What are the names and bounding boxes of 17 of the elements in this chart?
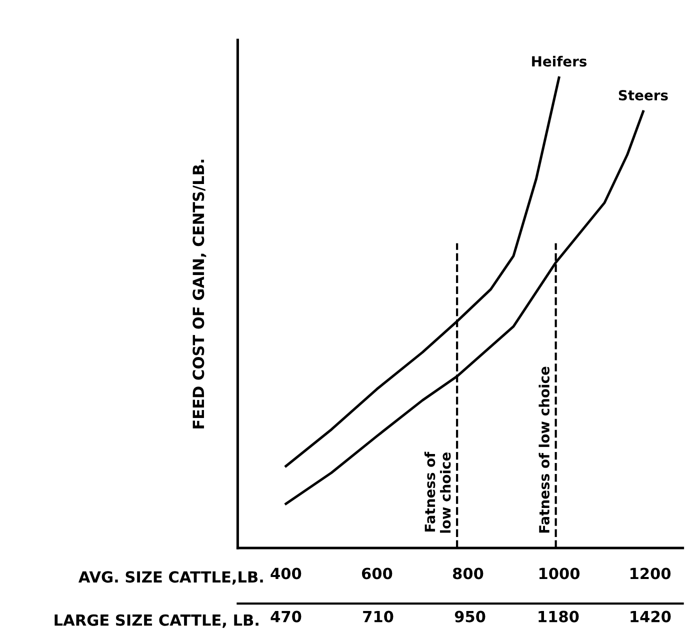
x-tick-label: 1000 xyxy=(539,568,580,580)
x-tick-label: 800 xyxy=(452,568,484,580)
x2-tick-label: 950 xyxy=(454,610,486,622)
ref-line-label: Fatness of low choice xyxy=(424,452,451,533)
x2-tick-label: 710 xyxy=(363,610,394,622)
x2-axis-title: LARGE SIZE CATTLE, LB. xyxy=(54,614,258,628)
x-tick-label: 400 xyxy=(270,568,302,580)
x2-tick-label: 1180 xyxy=(538,610,579,622)
x2-tick-label: 1420 xyxy=(630,610,671,622)
x2-tick-label: 470 xyxy=(270,610,302,622)
ref-line-label: Fatness of low choice xyxy=(538,366,550,533)
y-axis-title: FEED COST OF GAIN, CENTS/LB. xyxy=(192,160,206,428)
series-label: Heifers xyxy=(532,56,587,67)
x-axis-title: AVG. SIZE CATTLE,LB. xyxy=(78,571,263,585)
x-tick-label: 1200 xyxy=(630,568,671,580)
series-label: Steers xyxy=(618,90,668,100)
x-tick-label: 600 xyxy=(362,568,392,580)
